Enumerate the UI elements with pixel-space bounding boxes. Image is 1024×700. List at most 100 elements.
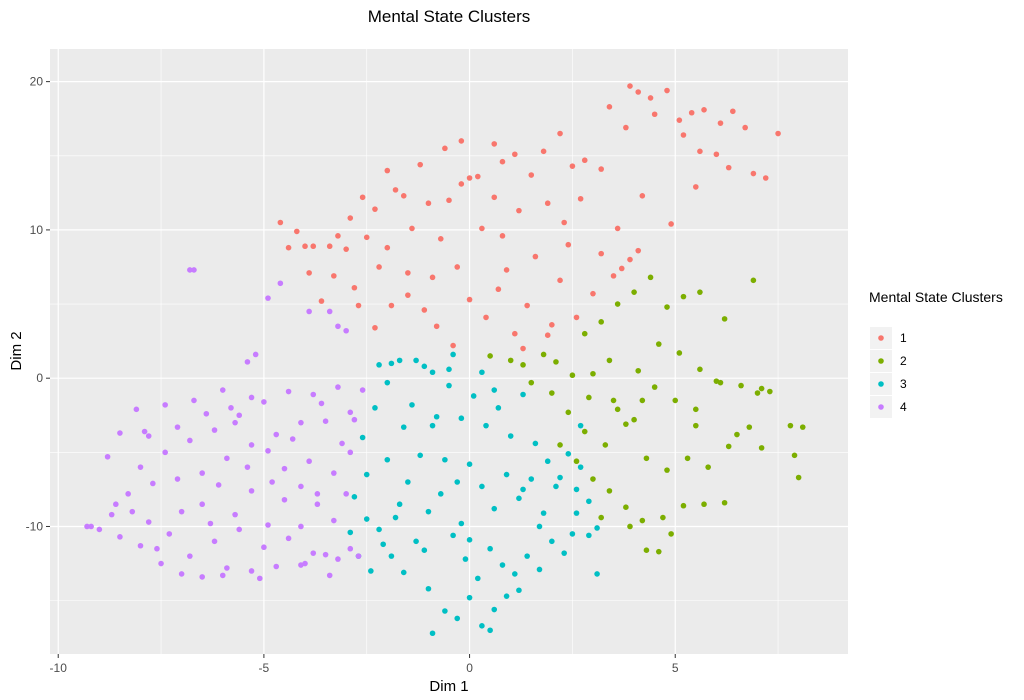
data-point-cluster-3 <box>384 456 391 463</box>
data-point-cluster-2 <box>680 293 687 300</box>
data-point-cluster-4 <box>331 470 337 476</box>
data-point-cluster-3 <box>557 474 563 481</box>
data-point-cluster-1 <box>524 302 530 309</box>
data-point-cluster-2 <box>717 379 724 386</box>
data-point-cluster-3 <box>586 532 592 539</box>
data-point-cluster-4 <box>187 437 193 444</box>
data-point-cluster-4 <box>248 488 255 494</box>
data-point-cluster-3 <box>429 630 436 637</box>
data-point-cluster-4 <box>154 545 160 552</box>
data-point-cluster-3 <box>536 523 543 530</box>
data-point-cluster-2 <box>606 357 613 364</box>
data-point-cluster-2 <box>610 397 617 404</box>
data-point-cluster-4 <box>211 427 218 433</box>
data-point-cluster-3 <box>429 422 436 429</box>
data-point-cluster-1 <box>388 302 395 309</box>
data-point-cluster-4 <box>289 436 296 442</box>
data-point-cluster-4 <box>224 565 230 571</box>
data-point-cluster-4 <box>331 517 337 524</box>
data-point-cluster-4 <box>203 410 210 417</box>
data-point-cluster-3 <box>466 537 473 543</box>
data-point-cluster-1 <box>318 298 325 304</box>
data-point-cluster-4 <box>137 464 144 470</box>
data-point-cluster-4 <box>162 402 168 408</box>
data-point-cluster-3 <box>458 415 465 422</box>
data-point-cluster-4 <box>232 511 238 518</box>
data-point-cluster-1 <box>639 193 646 199</box>
data-point-cluster-3 <box>446 382 452 389</box>
data-point-cluster-3 <box>487 627 493 634</box>
data-point-cluster-3 <box>524 553 530 559</box>
data-point-cluster-1 <box>512 330 518 337</box>
data-point-cluster-4 <box>137 542 144 549</box>
data-point-cluster-3 <box>512 571 518 577</box>
data-point-cluster-3 <box>372 405 378 411</box>
data-point-cluster-2 <box>507 357 514 364</box>
data-point-cluster-4 <box>322 418 329 424</box>
data-point-cluster-4 <box>187 267 193 273</box>
data-point-cluster-1 <box>701 106 707 113</box>
gridlines <box>50 49 848 654</box>
y-axis-ticks: -10 0 10 20 <box>26 75 50 533</box>
data-point-cluster-1 <box>384 167 391 174</box>
data-point-cluster-1 <box>762 175 769 181</box>
data-point-cluster-1 <box>717 120 724 126</box>
data-point-cluster-2 <box>643 547 650 554</box>
data-point-cluster-4 <box>141 428 148 435</box>
data-point-cluster-4 <box>178 508 185 515</box>
data-point-cluster-1 <box>725 164 732 171</box>
data-point-cluster-4 <box>277 280 284 287</box>
data-point-cluster-4 <box>191 397 197 404</box>
data-point-cluster-4 <box>339 440 345 447</box>
data-point-cluster-4 <box>248 394 255 401</box>
data-point-cluster-4 <box>199 574 205 580</box>
data-point-cluster-1 <box>331 273 337 279</box>
data-point-cluster-3 <box>573 486 580 493</box>
data-point-cluster-3 <box>429 369 436 376</box>
data-point-cluster-4 <box>88 523 94 530</box>
data-point-cluster-2 <box>573 458 580 465</box>
data-point-cluster-3 <box>396 357 403 364</box>
data-point-cluster-3 <box>536 566 543 573</box>
data-point-cluster-3 <box>405 479 411 485</box>
data-point-cluster-1 <box>627 83 633 89</box>
data-point-cluster-4 <box>273 431 280 438</box>
data-point-cluster-3 <box>442 608 448 614</box>
data-point-cluster-1 <box>742 124 748 131</box>
legend-label-2: 2 <box>900 354 907 368</box>
data-point-cluster-3 <box>479 483 485 490</box>
data-point-cluster-3 <box>409 402 415 408</box>
data-point-cluster-3 <box>462 556 469 562</box>
data-point-cluster-3 <box>433 413 440 420</box>
data-point-cluster-2 <box>672 397 679 404</box>
data-point-cluster-2 <box>655 341 662 347</box>
data-point-cluster-4 <box>248 442 255 448</box>
data-point-cluster-4 <box>133 406 140 413</box>
data-point-cluster-1 <box>569 163 576 169</box>
data-point-cluster-1 <box>372 206 378 212</box>
data-point-cluster-1 <box>483 314 489 321</box>
data-point-cluster-3 <box>388 360 395 367</box>
data-point-cluster-4 <box>347 545 354 552</box>
data-point-cluster-2 <box>647 274 654 281</box>
data-point-cluster-4 <box>232 419 238 426</box>
data-point-cluster-3 <box>363 516 370 522</box>
legend-label-3: 3 <box>900 377 907 391</box>
data-point-cluster-3 <box>528 476 535 482</box>
data-point-cluster-1 <box>405 292 411 298</box>
data-point-cluster-3 <box>487 545 493 552</box>
data-point-cluster-4 <box>236 526 243 533</box>
data-point-cluster-4 <box>150 480 156 487</box>
data-point-cluster-3 <box>499 562 506 568</box>
data-point-cluster-1 <box>577 195 584 202</box>
data-point-cluster-1 <box>421 307 428 313</box>
x-tick-label: -10 <box>50 661 68 675</box>
data-point-cluster-2 <box>750 277 757 284</box>
y-tick-label: 20 <box>30 75 44 89</box>
data-point-cluster-3 <box>577 422 584 429</box>
data-point-cluster-2 <box>639 517 646 524</box>
data-point-cluster-1 <box>499 158 506 165</box>
data-point-cluster-4 <box>322 551 329 558</box>
data-point-cluster-3 <box>573 510 580 516</box>
data-point-cluster-3 <box>388 553 395 559</box>
